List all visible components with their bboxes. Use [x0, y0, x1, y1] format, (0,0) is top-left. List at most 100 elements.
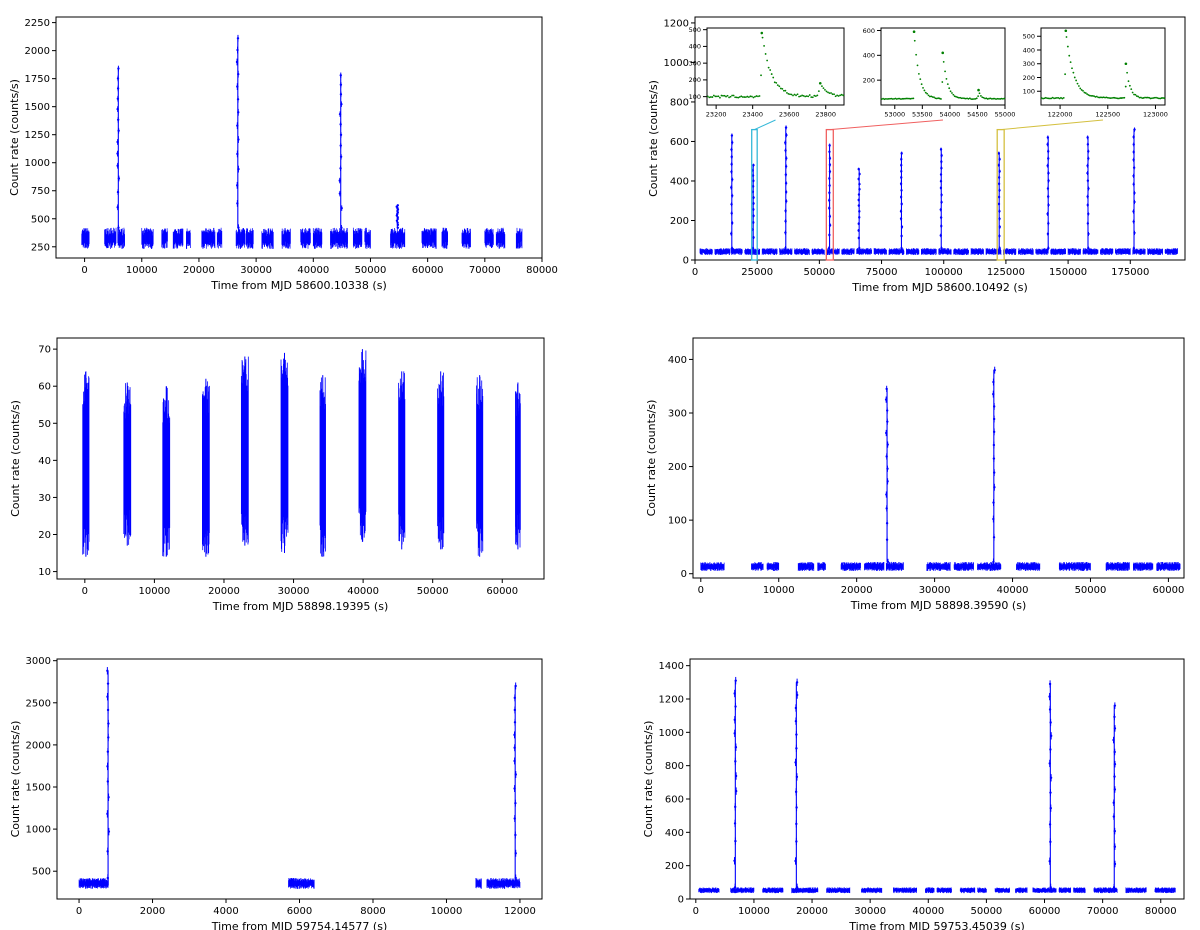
- inset-point: [821, 85, 823, 88]
- inset-point: [984, 97, 986, 100]
- panel-4: 0 10000 20000 30000 40000 50000 60000 0 100 200 30…: [645, 337, 1185, 612]
- inset-point: [1141, 97, 1144, 99]
- inset-point: [1162, 97, 1164, 99]
- inset-point: [992, 97, 995, 100]
- inset-point: [776, 84, 779, 87]
- inset-point: [1148, 96, 1151, 99]
- zoom-highlight-box: [996, 128, 1005, 261]
- inset-point: [1163, 97, 1166, 100]
- inset-point: [919, 78, 922, 81]
- inset-point: [1153, 96, 1156, 99]
- inset-point: [763, 45, 765, 47]
- inset-point: [801, 94, 804, 97]
- inset-point: [1079, 87, 1082, 90]
- p3-y-tick-label: 40: [38, 456, 51, 467]
- inset-point: [927, 94, 930, 97]
- inset-point: [895, 98, 898, 100]
- p2-y-axis-label: Count rate (counts/s): [647, 80, 660, 197]
- inset-point: [709, 96, 712, 98]
- inset-point: [842, 94, 845, 97]
- inset-point: [1122, 96, 1124, 99]
- inset-point: [786, 91, 788, 94]
- p3-y-tick-label: 20: [38, 530, 51, 541]
- p1-x-tick-label: 60000: [412, 265, 444, 276]
- inset-point: [1069, 61, 1072, 63]
- inset-point: [792, 94, 794, 97]
- inset-point: [1066, 45, 1069, 48]
- inset-series-points: [1040, 29, 1166, 100]
- p1-x-tick-label: 30000: [240, 265, 272, 276]
- inset-point: [923, 89, 926, 92]
- inset-point: [1084, 92, 1087, 94]
- inset-point: [974, 98, 977, 100]
- p6-x-tick-label: 10000: [738, 906, 770, 917]
- zoom-connector-line: [1000, 119, 1104, 131]
- inset-point: [1124, 85, 1127, 88]
- inset-point: [949, 90, 952, 93]
- inset-point: [944, 70, 946, 73]
- inset-point: [1076, 82, 1079, 85]
- inset-point: [1109, 97, 1112, 100]
- inset-point: [1123, 96, 1126, 99]
- inset-point: [1117, 97, 1120, 100]
- inset-point: [1094, 95, 1097, 98]
- inset-point: [1080, 89, 1083, 91]
- inset-point: [837, 95, 840, 97]
- inset-point: [725, 95, 727, 98]
- inset-2: 53000 53500 54000 54500 55000 200 400 600: [863, 27, 1016, 119]
- p3-x-tick-label: 0: [82, 586, 88, 597]
- p6-x-tick-label: 60000: [1029, 906, 1061, 917]
- inset-x-tick-label: 55000: [995, 111, 1016, 119]
- inset-point: [839, 94, 842, 97]
- p6-y-tick-label: 1200: [659, 695, 684, 706]
- p1-y-tick-label: 500: [31, 214, 50, 225]
- p2-y-tick-label: 600: [670, 137, 689, 148]
- inset-point: [1083, 91, 1086, 94]
- inset-point: [805, 95, 808, 98]
- inset-point: [808, 94, 811, 96]
- p4-axes-frame: [692, 337, 1185, 579]
- inset-point: [1157, 97, 1160, 100]
- inset-point: [1068, 54, 1071, 57]
- p2-x-tick-label: 0: [692, 267, 698, 278]
- inset-x-tick-label: 23600: [779, 111, 800, 119]
- inset-point: [799, 95, 802, 97]
- inset-point: [781, 87, 784, 90]
- inset-point: [916, 64, 919, 67]
- p6-x-tick-label: 30000: [854, 906, 886, 917]
- p6-x-tick-label: 50000: [970, 906, 1002, 917]
- zoom-connector-line: [829, 119, 944, 131]
- inset-point: [706, 95, 709, 98]
- inset-point: [982, 96, 985, 99]
- inset-point: [924, 91, 927, 94]
- inset-point: [782, 89, 785, 92]
- inset-point: [1144, 96, 1146, 99]
- zoom-highlight-box: [751, 128, 758, 261]
- inset-point: [1112, 96, 1115, 99]
- inset-point: [1155, 96, 1157, 99]
- p2-x-tick-label: 25000: [741, 267, 773, 278]
- p4-y-tick-label: 100: [668, 516, 687, 527]
- inset-point: [769, 69, 772, 71]
- p2-series-points: [699, 125, 1178, 256]
- p5-x-tick-label: 2000: [140, 906, 165, 917]
- inset-point: [758, 95, 761, 97]
- inset-point: [1149, 97, 1152, 100]
- inset-point: [714, 95, 717, 98]
- inset-x-tick-label: 122000: [1048, 111, 1073, 119]
- p5-y-tick-label: 1000: [26, 825, 51, 836]
- p1-x-tick-label: 20000: [183, 265, 215, 276]
- inset-point: [773, 81, 776, 84]
- inset-point: [1126, 71, 1129, 74]
- inset-y-tick-label: 400: [863, 52, 875, 60]
- inset-point: [1095, 95, 1098, 98]
- inset-point: [1159, 97, 1162, 100]
- inset-point: [752, 96, 755, 99]
- inset-point: [735, 96, 738, 99]
- p4-x-tick-label: 50000: [1075, 585, 1107, 596]
- inset-point: [880, 98, 883, 101]
- inset-axes-frame: [880, 27, 1006, 106]
- inset-point: [741, 96, 744, 98]
- inset-point: [789, 93, 791, 96]
- inset-y-tick-label: 300: [689, 59, 701, 67]
